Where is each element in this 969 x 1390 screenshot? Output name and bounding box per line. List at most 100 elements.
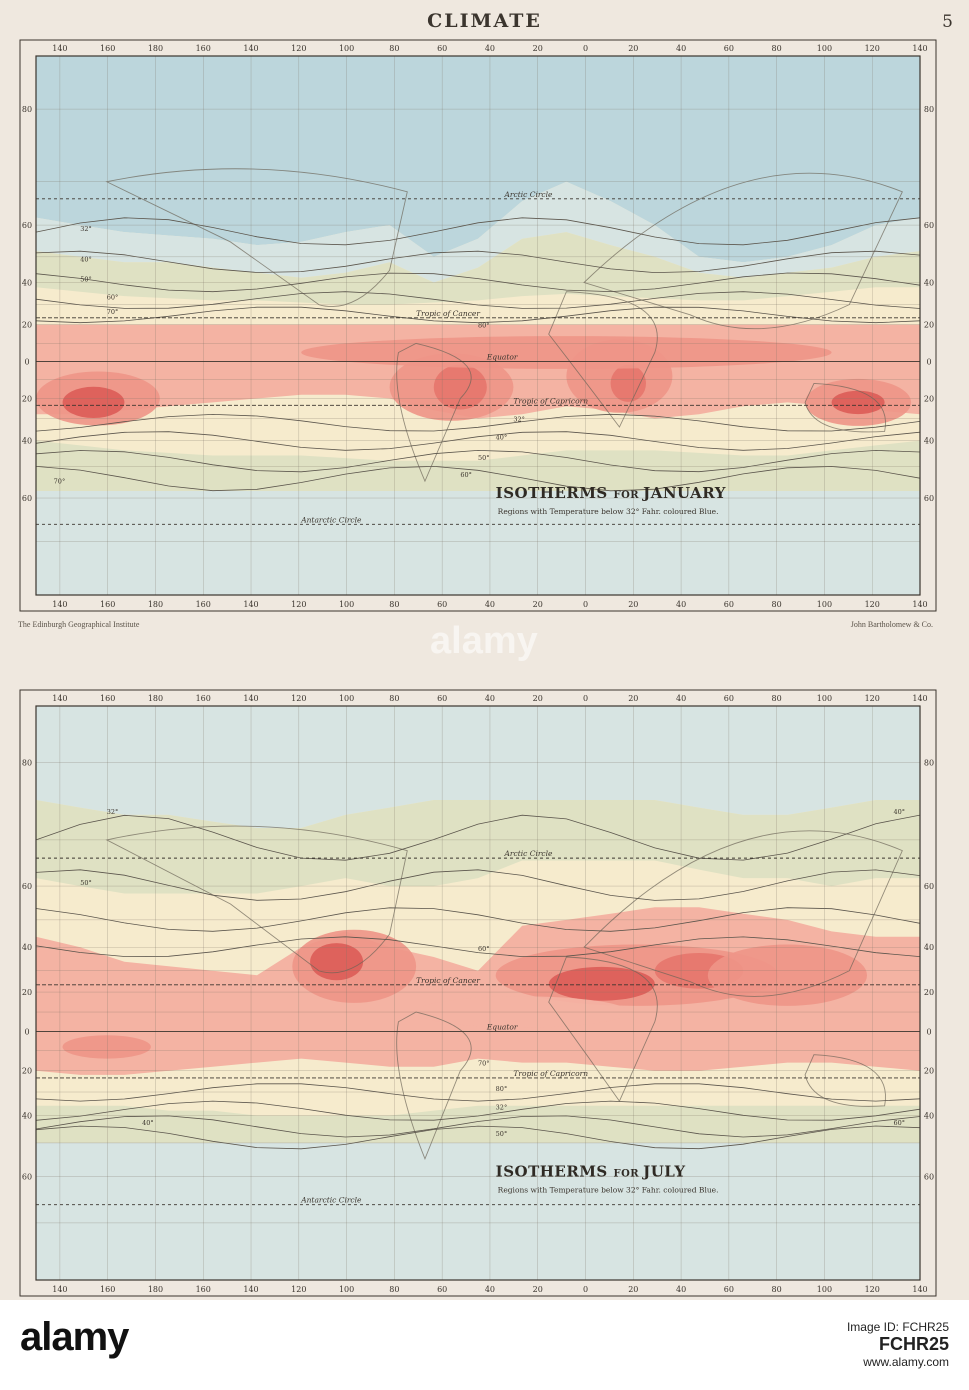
image-id-block: Image ID: FCHR25 FCHR25 www.alamy.com <box>847 1320 949 1369</box>
longitude-label-bottom: 0 <box>583 1285 588 1294</box>
cold-region <box>36 56 920 263</box>
coastline-0 <box>105 168 408 307</box>
latitude-label-left: 40 <box>22 1112 32 1121</box>
isotherm-line-0 <box>35 814 921 861</box>
longitude-label-bottom: 40 <box>676 600 686 609</box>
pale-blue-band <box>36 181 920 283</box>
longitude-label-bottom: 60 <box>724 600 734 609</box>
latitude-label-right: 60 <box>924 221 934 230</box>
longitude-label-top: 100 <box>339 44 354 53</box>
isotherm-label: 40° <box>893 808 905 816</box>
isotherm-line-8 <box>35 465 921 492</box>
longitude-label-bottom: 40 <box>485 600 495 609</box>
hot-core-1 <box>310 943 364 981</box>
longitude-label-bottom: 20 <box>628 1285 638 1294</box>
coastline-3 <box>583 172 903 330</box>
longitude-label-top: 40 <box>485 694 495 703</box>
latitude-label-right: 40 <box>924 1112 934 1121</box>
latitude-label-left: 40 <box>22 279 32 288</box>
longitude-label-bottom: 140 <box>912 600 927 609</box>
map-title-month: JANUARY <box>641 484 726 502</box>
arctic-label: Arctic Circle <box>504 190 554 199</box>
longitude-label-bottom: 120 <box>865 600 880 609</box>
longitude-label-top: 180 <box>148 694 163 703</box>
map-inner: Arctic Circle Tropic of Cancer Equator Trop… <box>35 56 921 595</box>
latitude-label-left: 20 <box>22 321 32 330</box>
isotherm-label: 70° <box>478 1060 490 1068</box>
isotherm-label: 70° <box>107 308 119 316</box>
equator-label: Equator <box>486 353 518 362</box>
graticule <box>36 56 921 595</box>
longitude-label-top: 0 <box>583 694 588 703</box>
isotherm-line-4 <box>35 1083 921 1102</box>
image-id: FCHR25 <box>878 1334 949 1354</box>
isotherm-label: 50° <box>80 879 92 887</box>
map-inner: Arctic Circle Tropic of Cancer Equator Trop… <box>35 706 921 1280</box>
longitude-label-bottom: 40 <box>485 1285 495 1294</box>
longitude-label-top: 80 <box>772 44 782 53</box>
longitude-label-bottom: 60 <box>437 600 447 609</box>
isotherm-label: 50° <box>80 276 92 284</box>
longitude-label-top: 20 <box>628 694 638 703</box>
longitude-label-bottom: 80 <box>772 1285 782 1294</box>
latitude-label-right: 60 <box>924 494 934 503</box>
latitude-label-right: 60 <box>924 1173 934 1182</box>
coastline-0 <box>105 825 408 974</box>
northern-temperate-band <box>36 800 920 894</box>
longitude-label-top: 140 <box>52 44 67 53</box>
longitude-label-top: 140 <box>243 44 258 53</box>
coastline-4 <box>804 1054 886 1107</box>
southern-temperate-band <box>36 440 920 491</box>
latitude-label-right: 0 <box>926 358 931 367</box>
hot-core-1 <box>62 386 125 418</box>
coastline-2 <box>548 956 658 1103</box>
southern-cold-band <box>36 491 920 595</box>
latitude-label-left: 40 <box>22 437 32 446</box>
hot-core-5 <box>610 364 646 402</box>
latitude-label-right: 40 <box>924 279 934 288</box>
capricorn-label: Tropic of Capricorn <box>513 396 588 405</box>
isotherm-label: 60° <box>478 945 490 953</box>
isotherm-label: 60° <box>460 471 472 479</box>
longitude-label-top: 60 <box>724 694 734 703</box>
longitude-label-top: 20 <box>533 694 543 703</box>
longitude-label-top: 60 <box>437 44 447 53</box>
longitude-label-top: 60 <box>724 44 734 53</box>
longitude-label-top: 140 <box>243 694 258 703</box>
longitude-label-bottom: 100 <box>339 1285 354 1294</box>
longitude-label-top: 80 <box>389 694 399 703</box>
map-title-month: JULY <box>641 1163 685 1181</box>
watermark-center: alamy <box>430 620 538 662</box>
arctic-band <box>36 706 920 828</box>
longitude-label-top: 100 <box>817 44 832 53</box>
arctic-label: Arctic Circle <box>504 849 554 858</box>
cancer-label: Tropic of Cancer <box>416 976 480 985</box>
isotherm-line-0 <box>35 217 921 246</box>
isotherm-line-7 <box>35 449 921 473</box>
map-title: ISOTHERMS FOR JANUARY <box>496 484 726 502</box>
hot-core-5 <box>707 944 868 1006</box>
longitude-label-top: 80 <box>389 44 399 53</box>
longitude-label-bottom: 80 <box>389 1285 399 1294</box>
image-id-caption: Image ID: FCHR25 <box>846 1320 949 1334</box>
isotherm-label: 40° <box>80 255 92 263</box>
latitude-label-right: 80 <box>924 759 934 768</box>
isotherm-line-5 <box>35 413 921 432</box>
longitude-label-top: 160 <box>100 44 115 53</box>
longitude-label-bottom: 0 <box>583 600 588 609</box>
isotherm-label: 80° <box>478 321 490 329</box>
latitude-label-right: 0 <box>926 1027 931 1036</box>
isotherm-line-3 <box>35 936 921 958</box>
site-url: www.alamy.com <box>863 1355 949 1369</box>
longitude-label-bottom: 120 <box>291 1285 306 1294</box>
latitude-label-left: 60 <box>22 1173 32 1182</box>
longitude-label-bottom: 60 <box>724 1285 734 1294</box>
longitude-label-bottom: 140 <box>243 1285 258 1294</box>
latitude-label-right: 80 <box>924 105 934 114</box>
longitude-label-bottom: 160 <box>100 600 115 609</box>
page-title: CLIMATE <box>427 10 542 32</box>
coastline-2 <box>548 291 658 428</box>
map-subtitle: Regions with Temperature below 32° Fahr.… <box>498 1186 719 1195</box>
longitude-label-top: 160 <box>100 694 115 703</box>
isotherm-label: 60° <box>893 1119 905 1127</box>
